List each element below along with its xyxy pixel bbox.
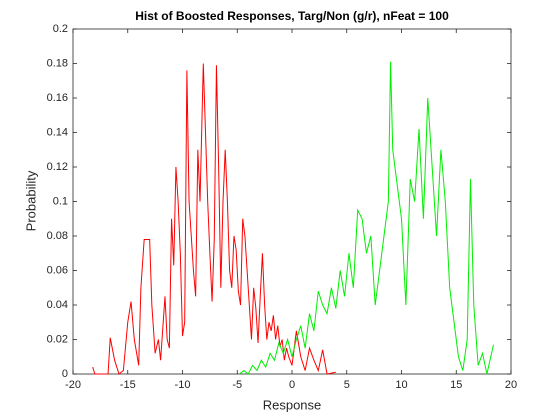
y-tick-label: 0.1 — [53, 195, 68, 207]
x-tick-label: -20 — [65, 379, 81, 391]
y-tick-label: 0 — [62, 368, 68, 380]
x-tick-label: -5 — [232, 379, 242, 391]
x-tick-label: 15 — [450, 379, 462, 391]
chart-title: Hist of Boosted Responses, Targ/Non (g/r… — [135, 9, 449, 23]
data-line — [239, 61, 494, 375]
y-tick-label: 0.12 — [47, 161, 68, 173]
y-tick-label: 0.06 — [47, 264, 68, 276]
y-tick-label: 0.2 — [53, 23, 68, 35]
y-tick-label: 0.04 — [47, 299, 68, 311]
y-axis-label: Probability — [23, 170, 38, 231]
x-tick-label: 20 — [505, 379, 517, 391]
x-tick-label: -10 — [175, 379, 191, 391]
y-tick-label: 0.14 — [47, 126, 68, 138]
x-tick-label: 0 — [289, 379, 295, 391]
y-tick-label: 0.08 — [47, 230, 68, 242]
x-tick-label: 10 — [395, 379, 407, 391]
y-tick-label: 0.18 — [47, 57, 68, 69]
x-tick-label: -15 — [120, 379, 136, 391]
y-tick-label: 0.02 — [47, 333, 68, 345]
x-tick-label: 5 — [344, 379, 350, 391]
y-tick-label: 0.16 — [47, 92, 68, 104]
x-axis-label: Response — [263, 397, 322, 412]
